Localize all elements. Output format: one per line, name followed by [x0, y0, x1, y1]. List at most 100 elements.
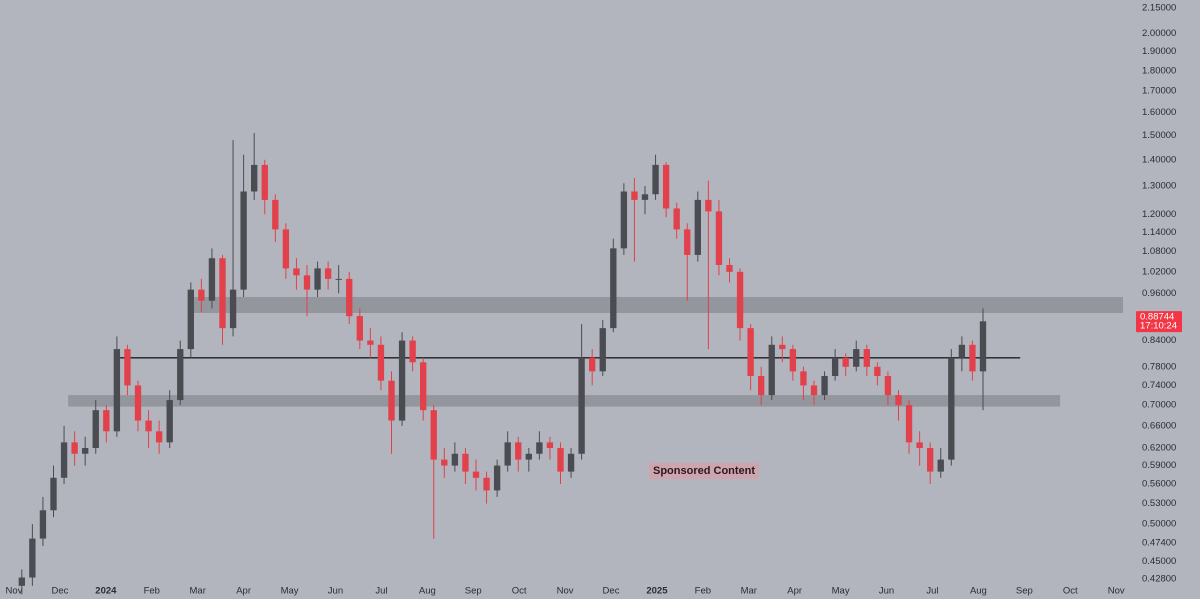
candle-body [937, 459, 944, 472]
candle-body [652, 164, 659, 195]
candle-body [377, 344, 385, 381]
candle-body [779, 344, 786, 350]
candle-body [346, 278, 353, 317]
x-tick-label: Dec [51, 586, 68, 597]
candle-body [874, 366, 881, 376]
candle-body [103, 410, 110, 432]
candle-body [916, 442, 923, 449]
candle-body [662, 164, 670, 209]
x-tick-label: Nov [557, 586, 574, 597]
candle-body [50, 477, 57, 511]
x-tick-label: Jun [328, 586, 343, 597]
candle-body [958, 344, 966, 358]
candle-body [18, 577, 25, 586]
candle-body [324, 268, 332, 279]
y-tick-label: 0.70000 [1142, 400, 1176, 411]
candle-body [441, 459, 448, 466]
candle-body [726, 264, 733, 272]
candle-body [155, 431, 163, 443]
y-tick-label: 0.78000 [1142, 361, 1176, 372]
price-badge-countdown: 17:10:24 [1140, 321, 1177, 332]
candle-body [895, 395, 902, 406]
price-badge [1136, 311, 1182, 333]
x-tick-label: Jun [879, 586, 894, 597]
candle-body [842, 357, 849, 367]
x-tick-label: Apr [236, 586, 251, 597]
y-tick-label: 1.02000 [1142, 266, 1176, 277]
x-tick-label: Mar [190, 586, 206, 597]
candle-body [29, 538, 36, 578]
candle-body [705, 199, 712, 212]
candle-body [272, 199, 279, 230]
candle-body [124, 349, 131, 386]
candle-body [240, 191, 247, 290]
x-tick-label: Nov [1108, 586, 1125, 597]
y-tick-label: 0.62000 [1142, 443, 1176, 454]
candle-body [694, 199, 701, 255]
y-tick-label: 0.59000 [1142, 460, 1176, 471]
x-tick-label: Feb [144, 586, 160, 597]
candle-body [853, 349, 860, 367]
candle-body [620, 191, 628, 249]
candle-body [314, 268, 321, 290]
candle-body [483, 477, 490, 491]
candle-body [177, 349, 184, 401]
x-tick-label: Jul [926, 586, 938, 597]
sponsored-label: Sponsored Content [649, 463, 760, 479]
candle-body [261, 164, 268, 200]
y-tick-label: 0.47400 [1142, 538, 1176, 549]
y-tick-label: 1.90000 [1142, 46, 1176, 57]
candle-body [736, 271, 744, 329]
candle-body [810, 385, 818, 396]
price-zone [188, 297, 1124, 314]
y-tick-label: 0.84000 [1142, 335, 1176, 346]
candle-body [948, 357, 955, 460]
candle-body [515, 442, 522, 460]
candle-body [472, 471, 480, 478]
y-tick-label: 0.42800 [1142, 574, 1176, 585]
y-tick-label: 1.30000 [1142, 181, 1176, 192]
y-tick-label: 1.60000 [1142, 107, 1176, 118]
candle-body [356, 316, 363, 341]
candle-body [641, 194, 649, 200]
y-tick-label: 1.70000 [1142, 86, 1176, 97]
price-zone [68, 395, 1061, 407]
candle-body [251, 164, 258, 192]
y-tick-label: 0.45000 [1142, 556, 1176, 567]
candle-body [420, 362, 427, 411]
candle-body [525, 453, 532, 460]
candle-body [367, 340, 374, 345]
x-tick-label: Dec [603, 586, 620, 597]
candle-body [219, 258, 226, 329]
x-tick-label: Mar [741, 586, 757, 597]
candle-body [884, 375, 892, 396]
candle-body [821, 375, 828, 396]
candle-body [229, 289, 237, 329]
x-tick-label: May [832, 586, 850, 597]
candle-body [768, 344, 775, 396]
candle-body [451, 453, 459, 466]
candle-body [504, 442, 511, 466]
x-tick-label: Sep [1016, 586, 1033, 597]
x-tick-label: Jul [375, 586, 387, 597]
y-tick-label: 2.00000 [1142, 28, 1176, 39]
x-tick-label: 2025 [646, 586, 668, 597]
x-tick-label: Oct [512, 586, 527, 597]
candle-body [293, 268, 300, 276]
candle-body [166, 400, 173, 443]
candle-body [969, 344, 976, 372]
candle-body [71, 442, 78, 454]
candle-body [927, 448, 934, 472]
candle-body [863, 349, 870, 367]
x-tick-label: 2024 [95, 586, 117, 597]
candle-body [134, 385, 142, 421]
candle-body [430, 410, 437, 460]
y-tick-label: 1.08000 [1142, 246, 1176, 257]
candle-body [905, 405, 913, 443]
candle-body [831, 357, 839, 376]
y-tick-label: 2.15000 [1142, 2, 1176, 13]
x-tick-label: Nov [6, 586, 23, 597]
candle-body [800, 371, 807, 386]
